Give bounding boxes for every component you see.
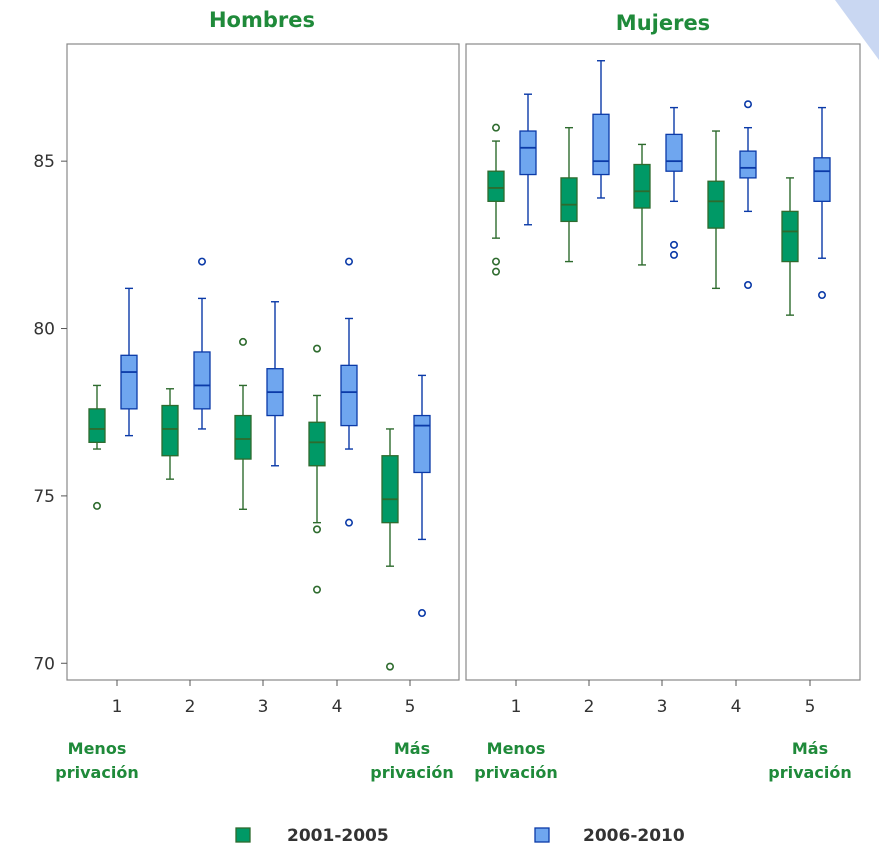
box-iqr xyxy=(665,133,683,172)
box-iqr xyxy=(234,414,252,460)
legend-swatch-2006-2010 xyxy=(534,827,550,843)
legend-swatch-2001-2005 xyxy=(235,827,251,843)
x-tick-label: 5 xyxy=(805,697,816,717)
outlier-point xyxy=(417,609,426,618)
note-less-deprivation-line2: privación xyxy=(55,763,138,782)
outlier-point xyxy=(491,257,500,266)
outlier-point xyxy=(491,123,500,132)
note-more-deprivation-line1: Más xyxy=(394,739,430,758)
note-more-deprivation-line2: privación xyxy=(370,763,453,782)
box-2001-2005-cat4 xyxy=(308,344,326,594)
outlier-point xyxy=(743,100,752,109)
box-2001-2005-cat3 xyxy=(234,337,252,510)
box-2006-2010-cat1 xyxy=(519,93,537,226)
outlier-point xyxy=(93,501,102,510)
box-2001-2005-cat2 xyxy=(560,126,578,263)
x-tick-label: 4 xyxy=(332,697,343,717)
y-tick-label: 70 xyxy=(33,654,55,674)
outlier-point xyxy=(344,518,353,527)
box-iqr xyxy=(120,354,138,410)
box-2001-2005-cat4 xyxy=(707,130,725,290)
box-2006-2010-cat3 xyxy=(266,301,284,467)
x-tick-label: 1 xyxy=(112,697,123,717)
box-iqr xyxy=(487,170,505,202)
box-iqr xyxy=(413,414,431,474)
legend-label-2006-2010: 2006-2010 xyxy=(583,826,685,846)
legend: 2001-2005 2006-2010 xyxy=(235,826,685,846)
box-2001-2005-cat5 xyxy=(781,177,799,316)
outlier-point xyxy=(817,291,826,300)
x-tick-label: 2 xyxy=(584,697,595,717)
y-tick-label: 80 xyxy=(33,320,55,340)
box-iqr xyxy=(381,455,399,524)
box-iqr xyxy=(813,157,831,202)
box-iqr xyxy=(340,364,358,427)
plot-frame xyxy=(465,43,861,681)
box-2006-2010-cat5 xyxy=(813,106,831,300)
box-2001-2005-cat2 xyxy=(161,388,179,480)
outlier-point xyxy=(198,257,207,266)
outlier-point xyxy=(743,281,752,290)
x-tick-label: 5 xyxy=(405,697,416,717)
box-iqr xyxy=(193,351,211,410)
y-tick-label: 85 xyxy=(33,152,55,172)
box-iqr xyxy=(161,404,179,457)
x-tick-label: 1 xyxy=(511,697,522,717)
outlier-point xyxy=(239,337,248,346)
box-2006-2010-cat4 xyxy=(739,100,757,290)
box-iqr xyxy=(308,421,326,467)
outlier-point xyxy=(669,240,678,249)
outlier-point xyxy=(312,344,321,353)
outlier-point xyxy=(312,585,321,594)
box-iqr xyxy=(707,180,725,229)
box-2006-2010-cat4 xyxy=(340,257,358,527)
outlier-point xyxy=(491,267,500,276)
box-2006-2010-cat2 xyxy=(592,60,610,199)
box-iqr xyxy=(519,130,537,176)
box-iqr xyxy=(560,177,578,223)
panel-hombres: Hombres 70 75 80 85 1 2 3 4 5 Menos privación Más pri… xyxy=(33,8,460,782)
panel-title: Mujeres xyxy=(616,11,710,35)
note-less-deprivation-line1: Menos xyxy=(487,739,546,758)
box-2001-2005-cat5 xyxy=(381,428,399,671)
x-tick-label: 3 xyxy=(657,697,668,717)
x-tick-label: 4 xyxy=(731,697,742,717)
note-more-deprivation-line1: Más xyxy=(792,739,828,758)
x-tick-label: 2 xyxy=(185,697,196,717)
box-iqr xyxy=(633,163,651,209)
box-iqr xyxy=(88,408,106,443)
note-more-deprivation-line2: privación xyxy=(768,763,851,782)
box-2001-2005-cat1 xyxy=(88,384,106,510)
outlier-point xyxy=(669,250,678,259)
box-2006-2010-cat1 xyxy=(120,287,138,437)
outlier-point xyxy=(385,662,394,671)
x-tick-label: 3 xyxy=(258,697,269,717)
box-2006-2010-cat2 xyxy=(193,257,211,430)
panel-title: Hombres xyxy=(209,8,315,32)
box-2001-2005-cat1 xyxy=(487,123,505,276)
panel-mujeres: Mujeres 1 2 3 4 5 Menos privación Más privación xyxy=(465,11,861,782)
y-tick-label: 75 xyxy=(33,487,55,507)
box-iqr xyxy=(592,113,610,176)
note-less-deprivation-line2: privación xyxy=(474,763,557,782)
box-2001-2005-cat3 xyxy=(633,143,651,266)
outlier-point xyxy=(312,525,321,534)
box-iqr xyxy=(739,150,757,179)
box-2006-2010-cat3 xyxy=(665,106,683,259)
corner-decoration xyxy=(835,0,879,60)
legend-label-2001-2005: 2001-2005 xyxy=(287,826,389,846)
note-less-deprivation-line1: Menos xyxy=(68,739,127,758)
box-iqr xyxy=(781,210,799,263)
outlier-point xyxy=(344,257,353,266)
box-2006-2010-cat5 xyxy=(413,374,431,618)
